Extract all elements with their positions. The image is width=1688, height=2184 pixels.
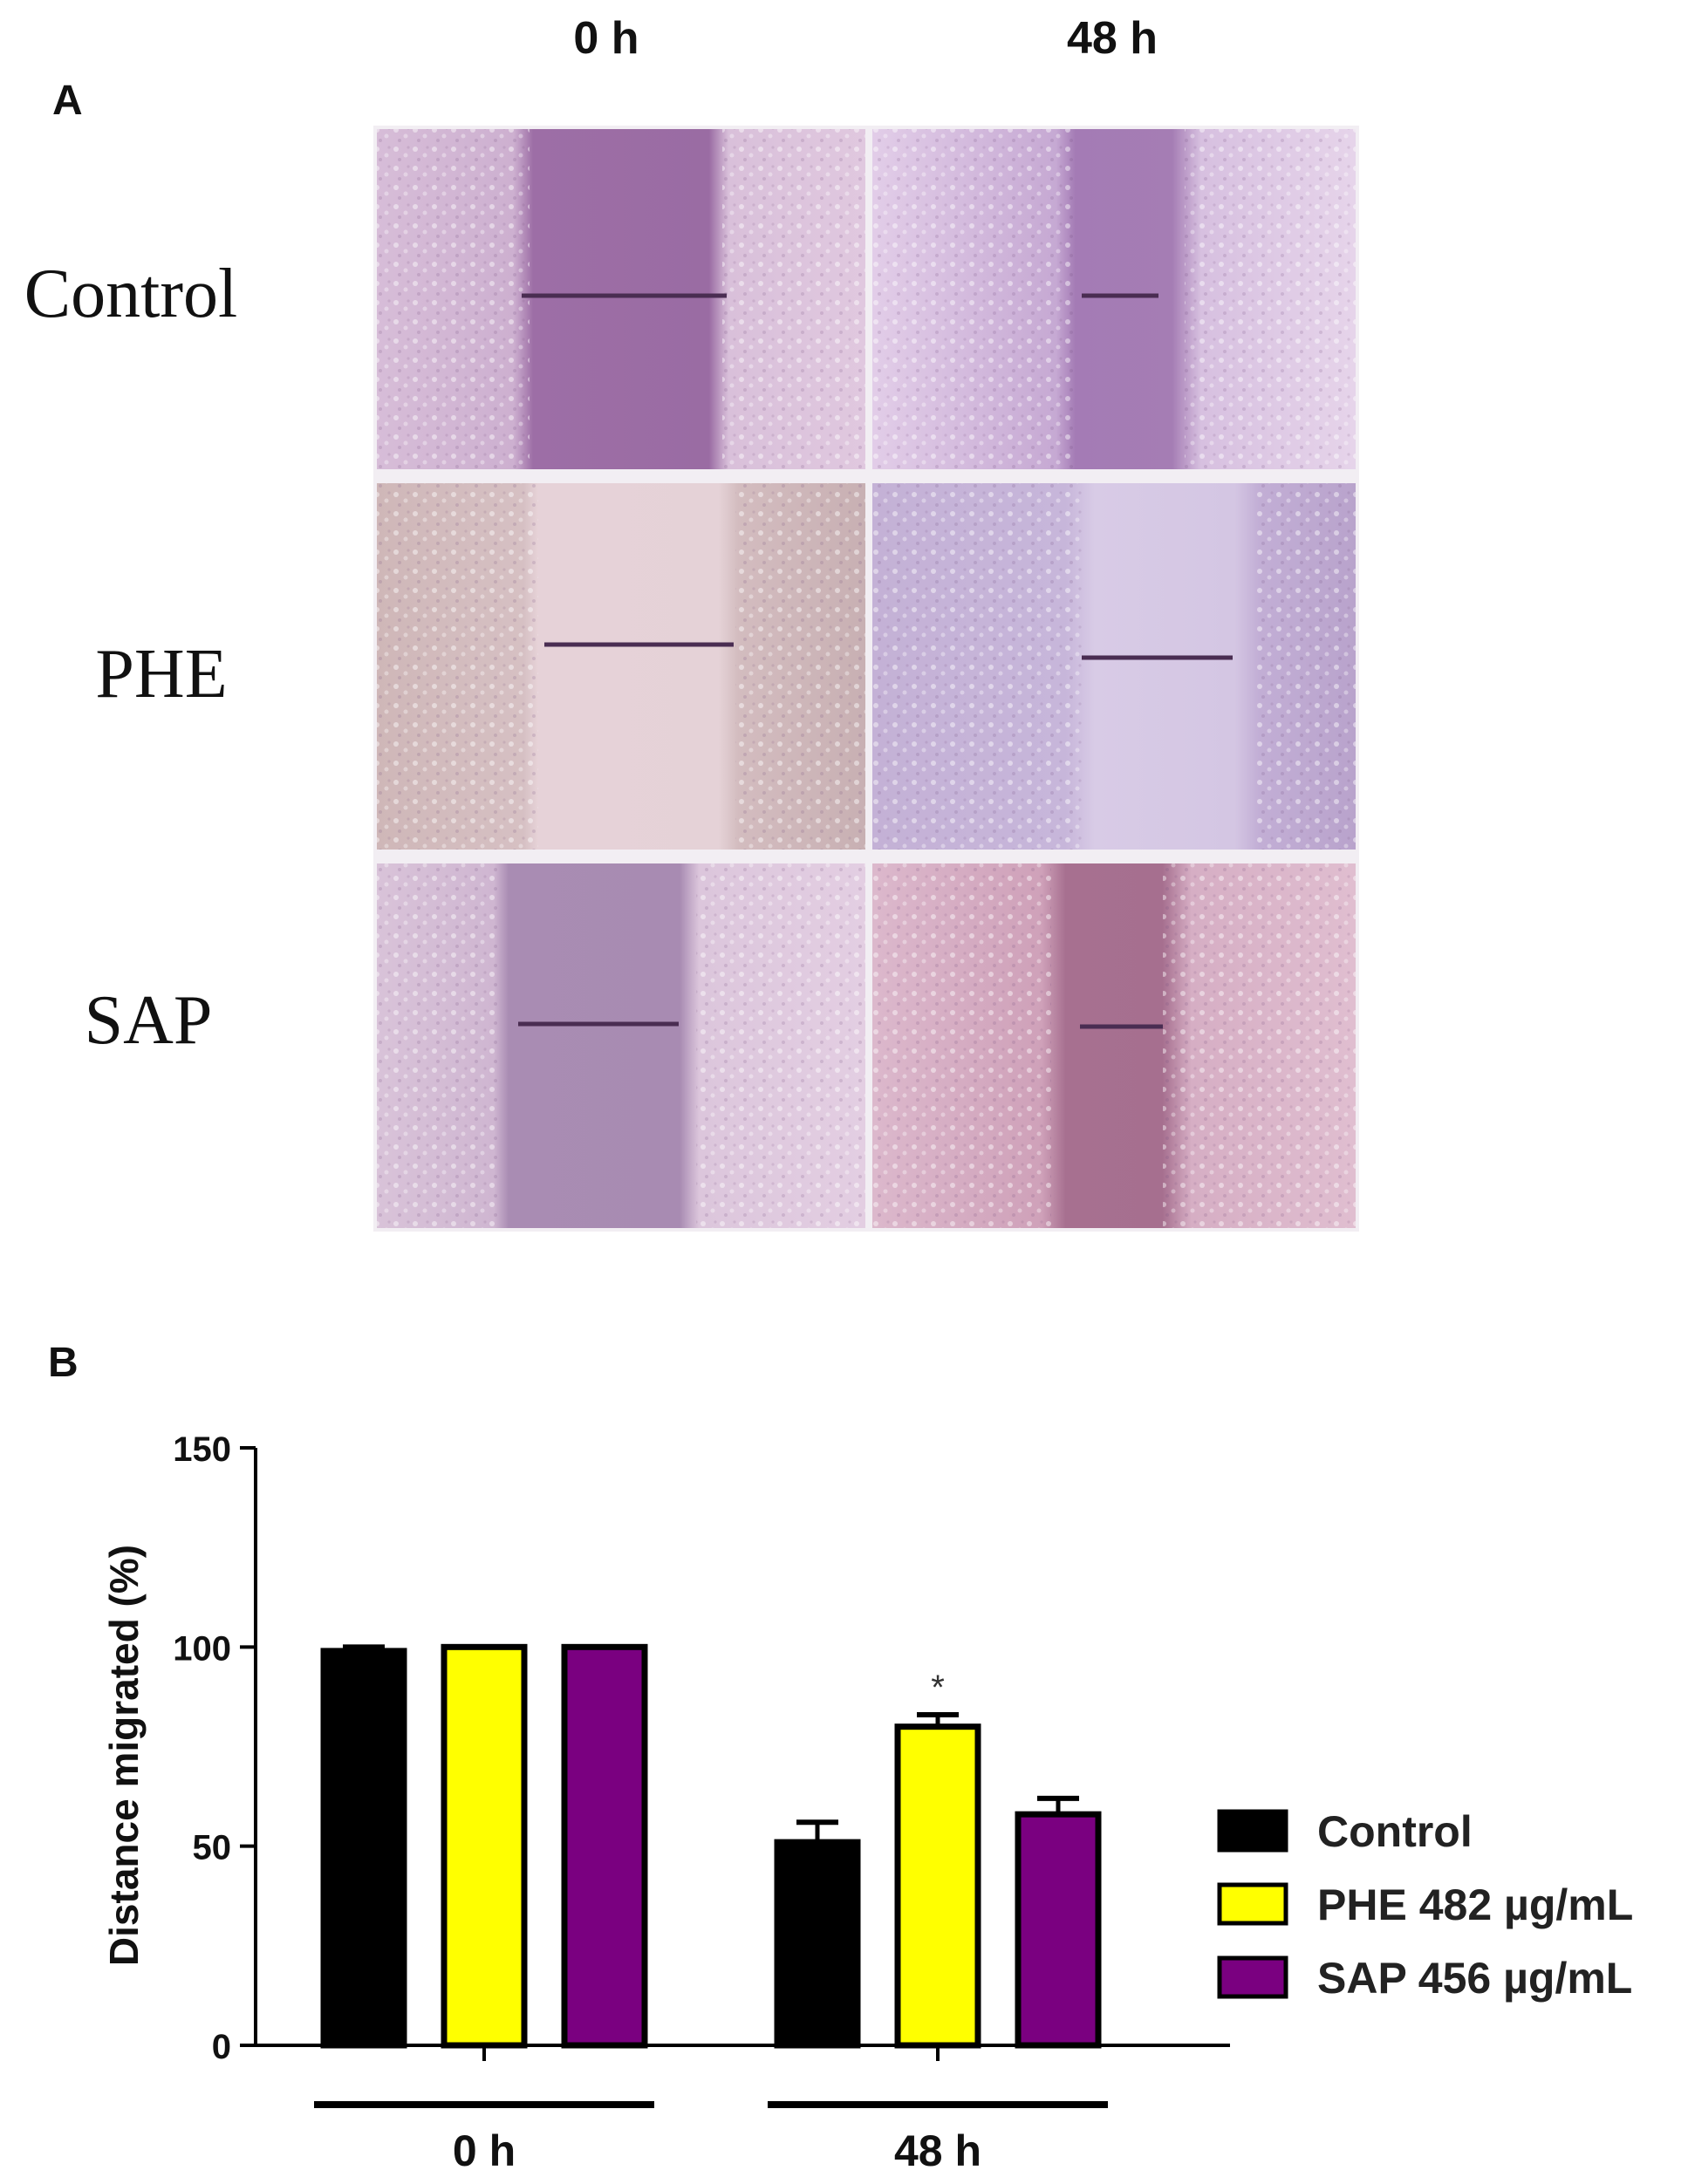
- bar-phe-48h: [894, 1723, 981, 2049]
- y-tick-label: 0: [212, 2028, 231, 2066]
- legend-swatch: [1217, 1955, 1288, 1999]
- row-label-control: Control: [24, 256, 238, 332]
- legend-swatch: [1217, 1809, 1288, 1853]
- legend-swatch: [1217, 1882, 1288, 1926]
- wound-healing-image-grid: [373, 126, 1359, 1232]
- bar-sap-48h: [1015, 1811, 1102, 2049]
- y-tick-label: 150: [173, 1430, 231, 1469]
- y-axis-label: Distance migrated (%): [101, 1545, 147, 1966]
- panel-a-label: A: [52, 78, 83, 124]
- y-tick-label: 100: [173, 1629, 231, 1668]
- column-header-0h: 0 h: [573, 13, 639, 64]
- row-label-phe: PHE: [95, 636, 228, 713]
- x-group-label: 48 h: [894, 2126, 981, 2175]
- significance-marker: *: [931, 1669, 945, 1707]
- x-group-label: 0 h: [453, 2126, 516, 2175]
- row-label-sap: SAP: [84, 982, 213, 1059]
- bar-sap-0h: [561, 1643, 648, 2049]
- y-tick-label: 50: [193, 1829, 232, 1867]
- legend-label: PHE 482 µg/mL: [1317, 1880, 1633, 1929]
- column-header-48h: 48 h: [1066, 13, 1158, 64]
- bar-control-0h: [320, 1648, 407, 2049]
- panel-b-label: B: [48, 1340, 79, 1386]
- legend-label: SAP 456 µg/mL: [1317, 1954, 1632, 2003]
- bar-phe-0h: [441, 1643, 528, 2049]
- legend-label: Control: [1317, 1807, 1473, 1856]
- bar-control-48h: [774, 1839, 861, 2049]
